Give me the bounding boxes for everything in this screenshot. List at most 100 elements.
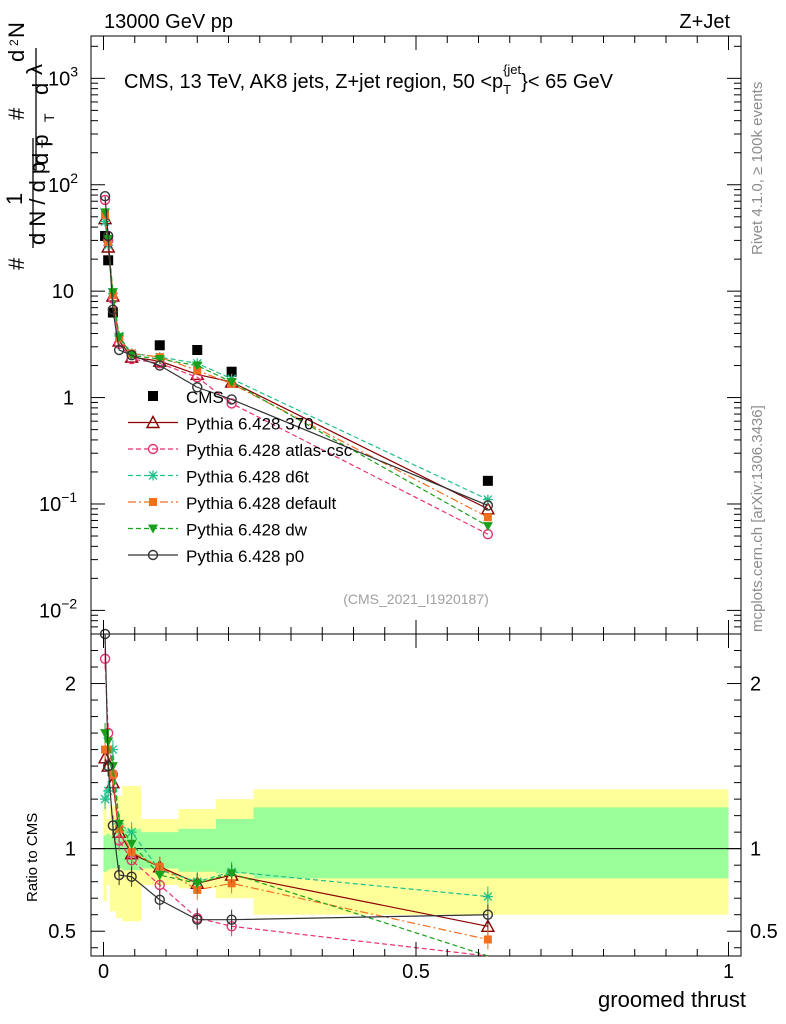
- main-point-pythia-6-428-p0-5: [154, 360, 165, 371]
- main-point-pythia-6-428-dw-0: [100, 208, 111, 218]
- ratio-point-pythia-6-428-p0-7: [226, 914, 237, 925]
- main-point-pythia-6-428-p0-8: [482, 500, 494, 511]
- ratio-point-pythia-6-428-dw-7: [226, 869, 237, 879]
- main-point-cms-1: [103, 255, 114, 266]
- x-tick-label-2: 1: [723, 961, 734, 983]
- main-point-pythia-6-428-p0-0: [99, 191, 111, 202]
- title-sub: T: [503, 82, 511, 97]
- ratio-series: [97, 628, 496, 957]
- main-ytick-label-5: 10−2: [39, 595, 77, 622]
- x-tick-label-0: 0: [98, 961, 109, 983]
- main-point-pythia-6-428-p0-2: [107, 304, 119, 315]
- svg-text:#: #: [4, 257, 29, 270]
- main-point-pythia-6-428-dw-2: [107, 288, 118, 298]
- main-line-pythia-6-428-p0: [104, 196, 489, 506]
- main-point-pythia-6-428-p0-1: [102, 230, 114, 242]
- x-axis-label: groomed thrust: [598, 987, 746, 1012]
- svg-text:#: #: [4, 107, 29, 120]
- ratio-band-green-0: [103, 835, 107, 872]
- ratio-y-label: Ratio to CMS: [24, 813, 41, 902]
- ratio-point-pythia-6-428-dw-5: [154, 871, 165, 881]
- main-y-axis-label: # d N / d p T 1 # d p T d λ d 2 N: [2, 22, 57, 270]
- ratio-point-pythia-6-428-dw-6: [192, 879, 203, 889]
- ratio-ytick-label-left-2: 0.5: [48, 921, 76, 943]
- ratio-point-pythia-6-428-d6t-4: [126, 827, 137, 838]
- legend-label-pythia-6-428-dw: Pythia 6.428 dw: [186, 521, 308, 540]
- ratio-uncertainty-bands: [103, 785, 729, 922]
- svg-text:d p: d p: [28, 134, 53, 165]
- svg-text:N: N: [4, 22, 29, 38]
- legend-marker-cms: [148, 391, 158, 401]
- ratio-band-green-7: [216, 818, 254, 874]
- ratio-band-green-6: [178, 828, 216, 872]
- ratio-point-pythia-6-428-d6t-2: [107, 744, 118, 755]
- ratio-ytick-label-left-0: 2: [65, 674, 76, 696]
- title-tail: < 65 GeV: [528, 71, 614, 93]
- ratio-point-pythia-6-428-p0-6: [192, 914, 203, 925]
- svg-text:T: T: [38, 139, 54, 148]
- ratio-line-pythia-6-428-default: [105, 748, 489, 941]
- main-ytick-label-4: 10−1: [39, 489, 77, 516]
- legend-marker-pythia-6-428-atlas-csc: [147, 443, 159, 455]
- legend-label-pythia-6-428-370: Pythia 6.428 370: [186, 415, 314, 434]
- svg-text:2: 2: [7, 39, 21, 46]
- rivet-label: Rivet 4.1.0, ≥ 100k events: [749, 82, 766, 255]
- ratio-ytick-label-right-0: 2: [750, 674, 761, 696]
- main-point-cms-5: [154, 340, 165, 351]
- main-point-pythia-6-428-p0-4: [126, 350, 137, 361]
- legend: CMS Pythia 6.428 370 Pythia 6.428 atlas-cs…: [128, 388, 353, 566]
- ratio-point-pythia-6-428-p0-1: [102, 760, 114, 772]
- main-point-pythia-6-428-370-1: [101, 239, 116, 253]
- ratio-band-green-1: [106, 833, 110, 871]
- header-left: 13000 GeV pp: [104, 11, 233, 33]
- main-point-pythia-6-428-p0-7: [226, 394, 237, 405]
- legend-label-pythia-6-428-d6t: Pythia 6.428 d6t: [186, 468, 309, 487]
- svg-text:d: d: [4, 50, 29, 62]
- svg-text:d: d: [28, 83, 53, 95]
- title-p: p: [492, 71, 503, 93]
- legend-marker-pythia-6-428-default: [149, 498, 157, 506]
- ratio-ytick-label-right-2: 0.5: [750, 921, 778, 943]
- main-ytick-label-1: 102: [48, 170, 78, 197]
- legend-marker-pythia-6-428-p0: [147, 549, 159, 561]
- ratio-ytick-label-left-1: 1: [65, 839, 76, 861]
- legend-marker-pythia-6-428-370: [145, 415, 161, 429]
- legend-label-pythia-6-428-atlas-csc: Pythia 6.428 atlas-csc: [186, 441, 353, 460]
- ratio-ytick-label-right-1: 1: [750, 839, 761, 861]
- header-right: Z+Jet: [679, 11, 730, 33]
- main-point-cms-7: [226, 366, 237, 377]
- title-sup: {jet: [503, 62, 521, 77]
- title-close: }: [521, 71, 528, 93]
- legend-label-cms: CMS: [186, 388, 224, 407]
- x-tick-label-1: 0.5: [402, 961, 430, 983]
- svg-text:T: T: [41, 113, 57, 122]
- ratio-point-pythia-6-428-p0-0: [99, 628, 111, 640]
- svg-text:λ: λ: [22, 64, 47, 75]
- ratio-point-pythia-6-428-p0-4: [126, 871, 137, 882]
- main-point-pythia-6-428-p0-3: [113, 344, 125, 356]
- main-point-pythia-6-428-dw-6: [192, 361, 203, 371]
- main-point-cms-6: [192, 344, 203, 355]
- main-point-pythia-6-428-atlas-csc-0: [99, 194, 111, 206]
- ratio-point-pythia-6-428-p0-3: [113, 869, 125, 881]
- main-point-pythia-6-428-d6t-8: [482, 494, 493, 505]
- title-main: CMS, 13 TeV, AK8 jets, Z+jet region, 50 …: [124, 71, 492, 93]
- ratio-band-green-8: [253, 807, 729, 879]
- ratio-point-pythia-6-428-p0-2: [107, 820, 119, 831]
- main-ytick-label-0: 103: [48, 63, 78, 90]
- ratio-point-pythia-6-428-default-8: [483, 935, 492, 944]
- main-point-pythia-6-428-dw-5: [154, 355, 165, 365]
- main-point-pythia-6-428-default-8: [483, 513, 492, 522]
- svg-text:d N / d p: d N / d p: [25, 162, 50, 245]
- main-point-pythia-6-428-p0-6: [192, 382, 203, 393]
- main-plot-frame: [90, 35, 742, 635]
- main-point-pythia-6-428-d6t-0: [100, 216, 111, 227]
- ratio-band-green-2: [109, 835, 116, 869]
- ratio-point-pythia-6-428-p0-8: [482, 909, 494, 920]
- main-point-pythia-6-428-dw-7: [226, 378, 237, 388]
- main-ytick-label-3: 1: [63, 388, 74, 410]
- ratio-point-pythia-6-428-dw-4: [126, 839, 137, 849]
- ratio-point-pythia-6-428-d6t-8: [482, 891, 493, 902]
